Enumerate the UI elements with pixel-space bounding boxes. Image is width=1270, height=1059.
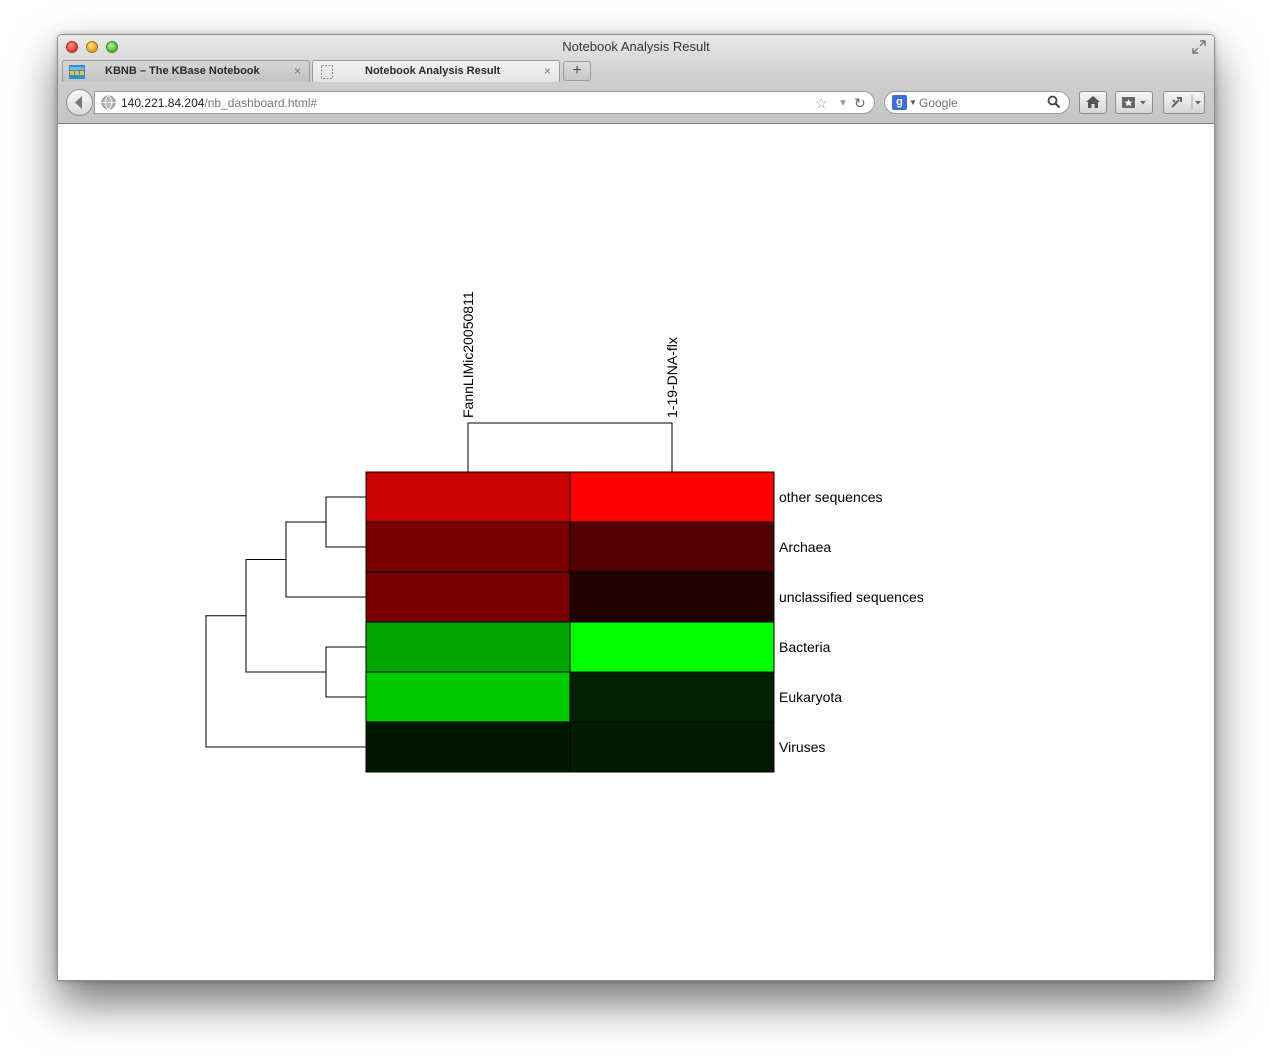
- back-button[interactable]: [66, 89, 93, 116]
- bookmarks-button[interactable]: [1115, 91, 1153, 114]
- heatmap-cell: [569, 471, 775, 523]
- url-path: /nb_dashboard.html#: [204, 96, 318, 110]
- row-dendrogram: [205, 496, 366, 748]
- heatmap-cell: [569, 521, 775, 573]
- column-label: FannLIMic20050811: [460, 291, 476, 418]
- minimize-window-button[interactable]: [86, 41, 98, 53]
- heatmap-cell: [365, 721, 571, 773]
- navigation-bar: 140.221.84.204/nb_dashboard.html# ☆ ▼ ↻ …: [58, 83, 1214, 123]
- tab-close-icon[interactable]: ×: [543, 64, 551, 78]
- globe-icon: [101, 95, 116, 110]
- dendrogram-branch: [467, 422, 673, 472]
- heatmap-cell: [569, 621, 775, 673]
- bookmark-star-icon[interactable]: ☆: [815, 95, 828, 111]
- bookmarks-icon: [1122, 97, 1146, 108]
- kbase-favicon-icon: [69, 65, 85, 79]
- zoom-window-button[interactable]: [106, 41, 118, 53]
- heatmap-cell: [365, 521, 571, 573]
- url-host: 140.221.84.204: [121, 96, 205, 110]
- url-text[interactable]: 140.221.84.204/nb_dashboard.html#: [121, 96, 317, 110]
- dendrogram-branch: [325, 496, 366, 548]
- heatmap-cell: [569, 571, 775, 623]
- tab-label: Notebook Analysis Result: [365, 65, 501, 77]
- dendrogram-branch: [205, 615, 366, 748]
- row-label: unclassified sequences: [779, 589, 924, 605]
- tab-label: KBNB – The KBase Notebook: [105, 65, 260, 77]
- tools-icon: [1171, 95, 1201, 110]
- heatmap-cell: [365, 671, 571, 723]
- row-label: Viruses: [779, 739, 825, 755]
- browser-chrome: Notebook Analysis Result KBNB – The KBas…: [58, 35, 1214, 124]
- row-label: Archaea: [779, 539, 831, 555]
- tab-notebook-analysis-result[interactable]: Notebook Analysis Result ×: [312, 60, 560, 82]
- new-tab-button[interactable]: +: [563, 61, 591, 81]
- tools-button[interactable]: [1163, 91, 1205, 114]
- address-bar[interactable]: 140.221.84.204/nb_dashboard.html# ☆ ▼ ↻: [94, 91, 875, 114]
- heatmap-cell: [365, 571, 571, 623]
- home-icon: [1086, 96, 1100, 108]
- close-window-button[interactable]: [66, 41, 78, 53]
- heatmap-chart: FannLIMic20050811 1-19-DNA-flx other sequ…: [205, 291, 924, 773]
- tab-close-icon[interactable]: ×: [293, 64, 301, 78]
- row-label: Eukaryota: [779, 689, 842, 705]
- blank-page-icon: [321, 65, 333, 79]
- window-title: Notebook Analysis Result: [562, 39, 710, 54]
- dendrogram-branch: [325, 646, 366, 698]
- column-dendrogram: [467, 422, 673, 472]
- search-input[interactable]: [919, 95, 1045, 111]
- row-label: other sequences: [779, 489, 883, 505]
- page-content: FannLIMic20050811 1-19-DNA-flx other sequ…: [58, 124, 1214, 980]
- tab-kbnb[interactable]: KBNB – The KBase Notebook ×: [62, 60, 310, 82]
- reload-icon[interactable]: ↻: [854, 95, 866, 111]
- heatmap-cell: [365, 621, 571, 673]
- search-bar[interactable]: g ▼: [884, 91, 1070, 114]
- home-button[interactable]: [1079, 91, 1107, 114]
- back-icon: [75, 96, 82, 109]
- column-label: 1-19-DNA-flx: [664, 337, 680, 418]
- row-label: Bacteria: [779, 639, 831, 655]
- browser-window: Notebook Analysis Result KBNB – The KBas…: [57, 34, 1215, 981]
- heatmap-cell: [365, 471, 571, 523]
- search-icon[interactable]: [1047, 95, 1061, 109]
- history-dropdown-icon[interactable]: ▼: [838, 98, 848, 109]
- fullscreen-icon[interactable]: [1192, 40, 1206, 54]
- tab-bar: KBNB – The KBase Notebook × Notebook Ana…: [58, 59, 1214, 83]
- heatmap-cell: [569, 721, 775, 773]
- google-search-engine-icon[interactable]: g: [892, 95, 907, 110]
- search-engine-dropdown-icon[interactable]: ▼: [909, 98, 917, 107]
- heatmap-cell: [569, 671, 775, 723]
